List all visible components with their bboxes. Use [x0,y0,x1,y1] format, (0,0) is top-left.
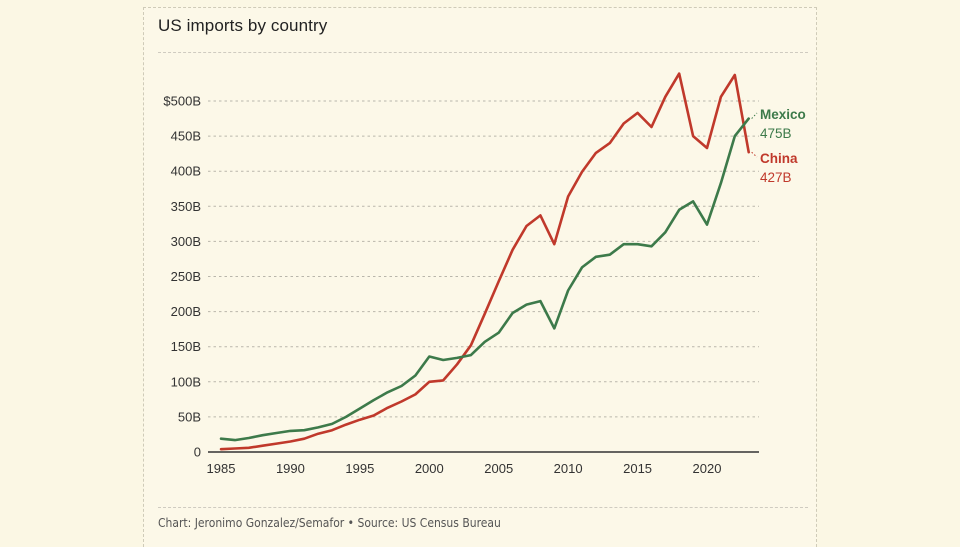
x-axis-ticks: 1985 1990 1995 2000 2005 2010 2015 2020 [207,461,722,476]
series-line-mexico [219,117,751,442]
chart-title: US imports by country [158,16,328,35]
x-tick-label: 2005 [484,461,513,476]
series-labels: Mexico 475B China 427B [751,107,806,185]
footer-divider [158,507,808,508]
label-leader-china [751,151,758,158]
y-tick-label: 450B [171,129,201,144]
x-tick-label: 2020 [693,461,722,476]
series-lines [219,72,751,451]
y-tick-label: 0 [194,445,201,460]
y-tick-label: 50B [178,409,201,424]
y-tick-label: 100B [171,374,201,389]
x-tick-label: 2000 [415,461,444,476]
y-tick-label: 250B [171,269,201,284]
x-tick-label: 2010 [554,461,583,476]
x-tick-label: 1990 [276,461,305,476]
y-tick-label: 300B [171,234,201,249]
chart-source-credit: Chart: Jeronimo Gonzalez/Semafor • Sourc… [158,516,501,530]
title-divider [158,52,808,53]
y-tick-label: 200B [171,304,201,319]
y-tick-label: 150B [171,339,201,354]
label-leader-mexico [751,112,758,119]
series-line-china [219,72,751,451]
y-axis-ticks: 0 50B 100B 150B 200B 250B 300B 350B 400B 450B $500… [163,94,201,460]
y-tick-label: $500B [163,94,201,109]
x-tick-label: 2015 [623,461,652,476]
series-end-value-mexico: 475B [760,126,792,141]
y-tick-label: 400B [171,164,201,179]
series-label-mexico: Mexico [760,107,806,122]
gridlines [208,100,759,418]
x-tick-label: 1985 [207,461,236,476]
y-tick-label: 350B [171,199,201,214]
x-tick-label: 1995 [345,461,374,476]
series-end-value-china: 427B [760,170,792,185]
series-label-china: China [760,151,798,166]
